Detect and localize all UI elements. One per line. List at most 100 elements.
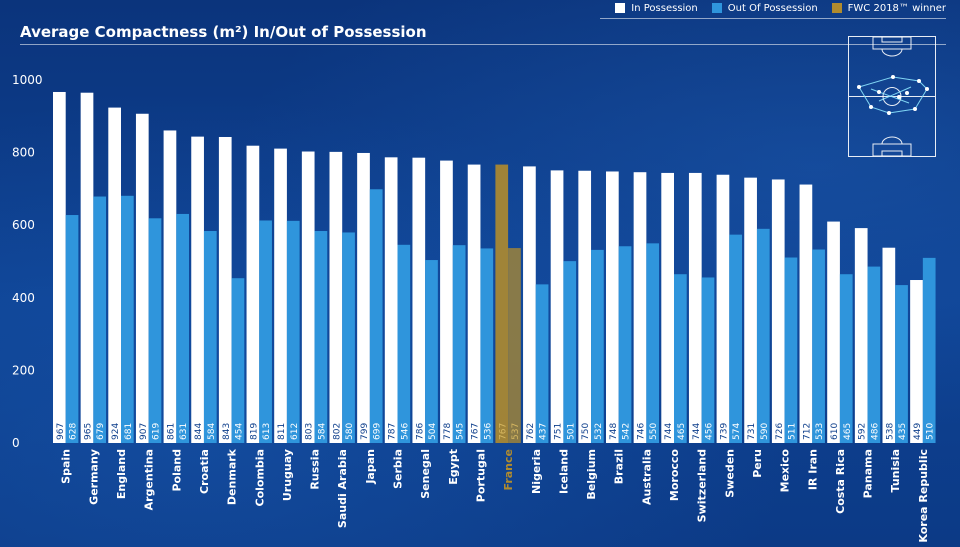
bar-out-of-possession: [452, 245, 466, 443]
legend-label-winner: FWC 2018™ winner: [847, 2, 946, 14]
x-tick-label: Iceland: [557, 449, 570, 494]
data-label-out-of-possession: 536: [483, 423, 493, 440]
bar-out-of-possession: [646, 243, 660, 443]
legend-swatch-out-of-possession: [711, 3, 722, 13]
x-tick-label: Brazil: [613, 449, 626, 484]
bar-in-possession: [578, 170, 592, 443]
bar-in-possession: [108, 107, 121, 443]
data-label-out-of-possession: 486: [870, 423, 880, 440]
legend-item-out-of-possession: Out Of Possession: [711, 3, 818, 14]
data-label-in-possession: 844: [194, 423, 204, 440]
x-tick-label: Croatia: [198, 449, 211, 494]
x-tick-label: Switzerland: [696, 449, 709, 522]
bar-out-of-possession: [231, 278, 245, 443]
bar-in-possession: [910, 280, 923, 443]
bar-in-possession: [882, 247, 896, 443]
data-label-out-of-possession: 465: [677, 423, 687, 440]
y-tick-label: 200: [12, 363, 35, 377]
title-divider: [20, 44, 946, 45]
data-label-out-of-possession: 532: [594, 423, 604, 440]
bar-in-possession: [53, 91, 66, 443]
bar-out-of-possession: [895, 285, 908, 443]
bar-in-possession: [799, 184, 813, 443]
data-label-out-of-possession: 545: [456, 423, 466, 440]
data-label-in-possession: 538: [885, 423, 895, 440]
bar-out-of-possession: [93, 196, 107, 443]
bar-out-of-possession: [922, 257, 936, 443]
bar-out-of-possession: [259, 220, 272, 443]
legend-swatch-in-possession: [615, 3, 626, 13]
data-label-out-of-possession: 546: [400, 423, 410, 440]
data-label-out-of-possession: 699: [373, 423, 383, 440]
bar-in-possession: [827, 221, 840, 443]
bar-out-of-possession: [535, 284, 549, 443]
data-label-in-possession: 750: [581, 423, 591, 440]
data-label-in-possession: 965: [84, 423, 94, 440]
bar-in-possession: [661, 172, 674, 444]
x-tick-label: Poland: [170, 449, 183, 492]
bar-out-of-possession: [867, 266, 881, 443]
legend-label-in-possession: In Possession: [631, 2, 698, 14]
x-tick-label: Saudi Arabia: [336, 449, 349, 528]
bar-out-of-possession: [425, 260, 438, 443]
y-tick-label: 400: [12, 291, 35, 305]
x-tick-label: Peru: [751, 449, 764, 478]
y-tick-label: 1000: [12, 73, 43, 87]
data-label-out-of-possession: 435: [898, 423, 908, 440]
bar-in-possession: [301, 151, 315, 444]
legend-item-winner: FWC 2018™ winner: [831, 2, 946, 14]
data-label-in-possession: 819: [249, 423, 259, 440]
y-tick-label: 0: [12, 436, 20, 450]
legend-item-in-possession: In Possession: [615, 2, 698, 14]
x-tick-label: IR Iran: [806, 449, 819, 490]
data-label-out-of-possession: 619: [152, 423, 162, 440]
x-tick-label: Denmark: [226, 448, 239, 505]
data-label-out-of-possession: 631: [179, 423, 189, 440]
x-tick-label: Morocco: [668, 449, 681, 502]
bar-in-possession: [523, 166, 536, 444]
data-label-in-possession: 592: [858, 423, 868, 440]
bar-in-possession: [80, 92, 94, 443]
bar-out-of-possession: [591, 249, 604, 443]
bar-in-possession: [633, 172, 647, 443]
data-label-out-of-possession: 628: [69, 423, 79, 440]
pitch-diagram-icon: [848, 36, 936, 157]
x-tick-label: Egypt: [447, 449, 460, 485]
data-label-in-possession: 767: [471, 423, 481, 440]
data-label-in-possession: 778: [443, 423, 453, 440]
data-label-in-possession: 610: [830, 423, 840, 440]
data-label-in-possession: 767: [498, 423, 508, 440]
data-label-in-possession: 748: [609, 423, 619, 440]
data-label-out-of-possession: 542: [622, 423, 632, 440]
bar-out-of-possession: [701, 277, 715, 443]
bar-out-of-possession: [756, 228, 770, 443]
bar-out-of-possession: [65, 215, 79, 443]
x-tick-label: France: [502, 449, 515, 490]
data-label-out-of-possession: 501: [566, 423, 576, 440]
x-tick-label: Tunisia: [889, 449, 902, 492]
x-tick-label: Uruguay: [281, 449, 294, 501]
bar-out-of-possession: [397, 244, 411, 443]
data-label-out-of-possession: 584: [207, 423, 217, 440]
bar-out-of-possession: [563, 261, 577, 443]
x-tick-label: Argentina: [143, 449, 156, 510]
x-tick-label: Colombia: [253, 449, 266, 507]
bar-out-of-possession: [314, 231, 328, 443]
bar-in-possession: [467, 164, 481, 444]
bar-in-possession: [440, 160, 453, 443]
bar-out-of-possession: [176, 213, 189, 443]
bar-in-possession: [688, 172, 702, 444]
data-label-out-of-possession: 537: [511, 423, 521, 440]
x-tick-label: Russia: [309, 449, 322, 490]
x-tick-label: Serbia: [392, 449, 405, 489]
data-label-out-of-possession: 584: [317, 423, 327, 440]
bar-in-possession: [771, 179, 785, 443]
bar-out-of-possession: [286, 220, 300, 443]
data-label-in-possession: 726: [775, 423, 785, 440]
bar-in-possession: [274, 148, 287, 443]
bar-out-of-possession: [812, 249, 825, 443]
x-tick-label: Sweden: [723, 449, 736, 498]
data-label-in-possession: 739: [719, 423, 729, 440]
bar-in-possession: [357, 152, 370, 443]
